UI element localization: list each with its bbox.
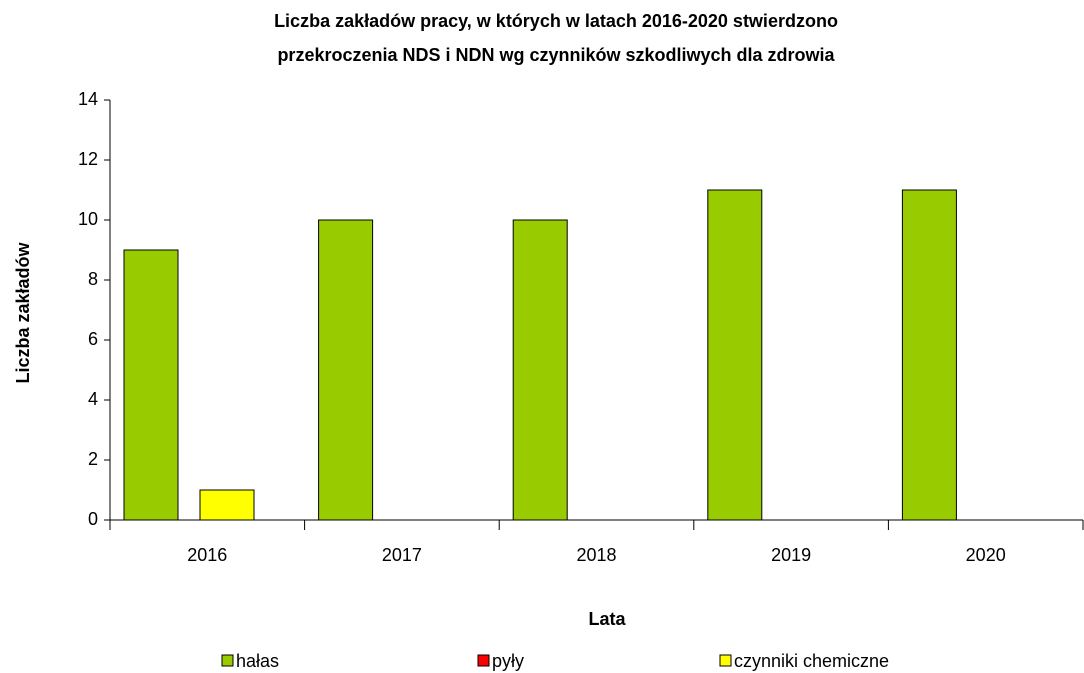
y-tick-label: 8 xyxy=(88,269,98,289)
bar xyxy=(318,219,374,521)
y-tick-label: 10 xyxy=(78,209,98,229)
y-tick-label: 4 xyxy=(88,389,98,409)
y-tick-label: 12 xyxy=(78,149,98,169)
bar xyxy=(123,249,179,521)
bar xyxy=(512,219,568,521)
x-tick-label: 2020 xyxy=(966,545,1006,565)
x-tick-label: 2018 xyxy=(576,545,616,565)
x-tick-label: 2017 xyxy=(382,545,422,565)
y-tick-label: 14 xyxy=(78,89,98,109)
legend-label: pyły xyxy=(492,651,524,671)
y-tick-label: 6 xyxy=(88,329,98,349)
legend-swatch xyxy=(477,654,490,667)
chart-title: Liczba zakładów pracy, w których w latac… xyxy=(274,11,838,31)
legend-label: hałas xyxy=(236,651,279,671)
bar xyxy=(707,189,763,521)
chart-title: przekroczenia NDS i NDN wg czynników szk… xyxy=(277,45,835,65)
bar xyxy=(199,489,255,521)
legend-label: czynniki chemiczne xyxy=(734,651,889,671)
y-tick-label: 0 xyxy=(88,509,98,529)
x-tick-label: 2016 xyxy=(187,545,227,565)
y-axis-label: Liczba zakładów xyxy=(13,241,33,383)
x-tick-label: 2019 xyxy=(771,545,811,565)
y-tick-label: 2 xyxy=(88,449,98,469)
legend-swatch xyxy=(221,654,234,667)
legend-swatch xyxy=(719,654,732,667)
bar xyxy=(901,189,957,521)
x-axis-label: Lata xyxy=(588,609,626,629)
